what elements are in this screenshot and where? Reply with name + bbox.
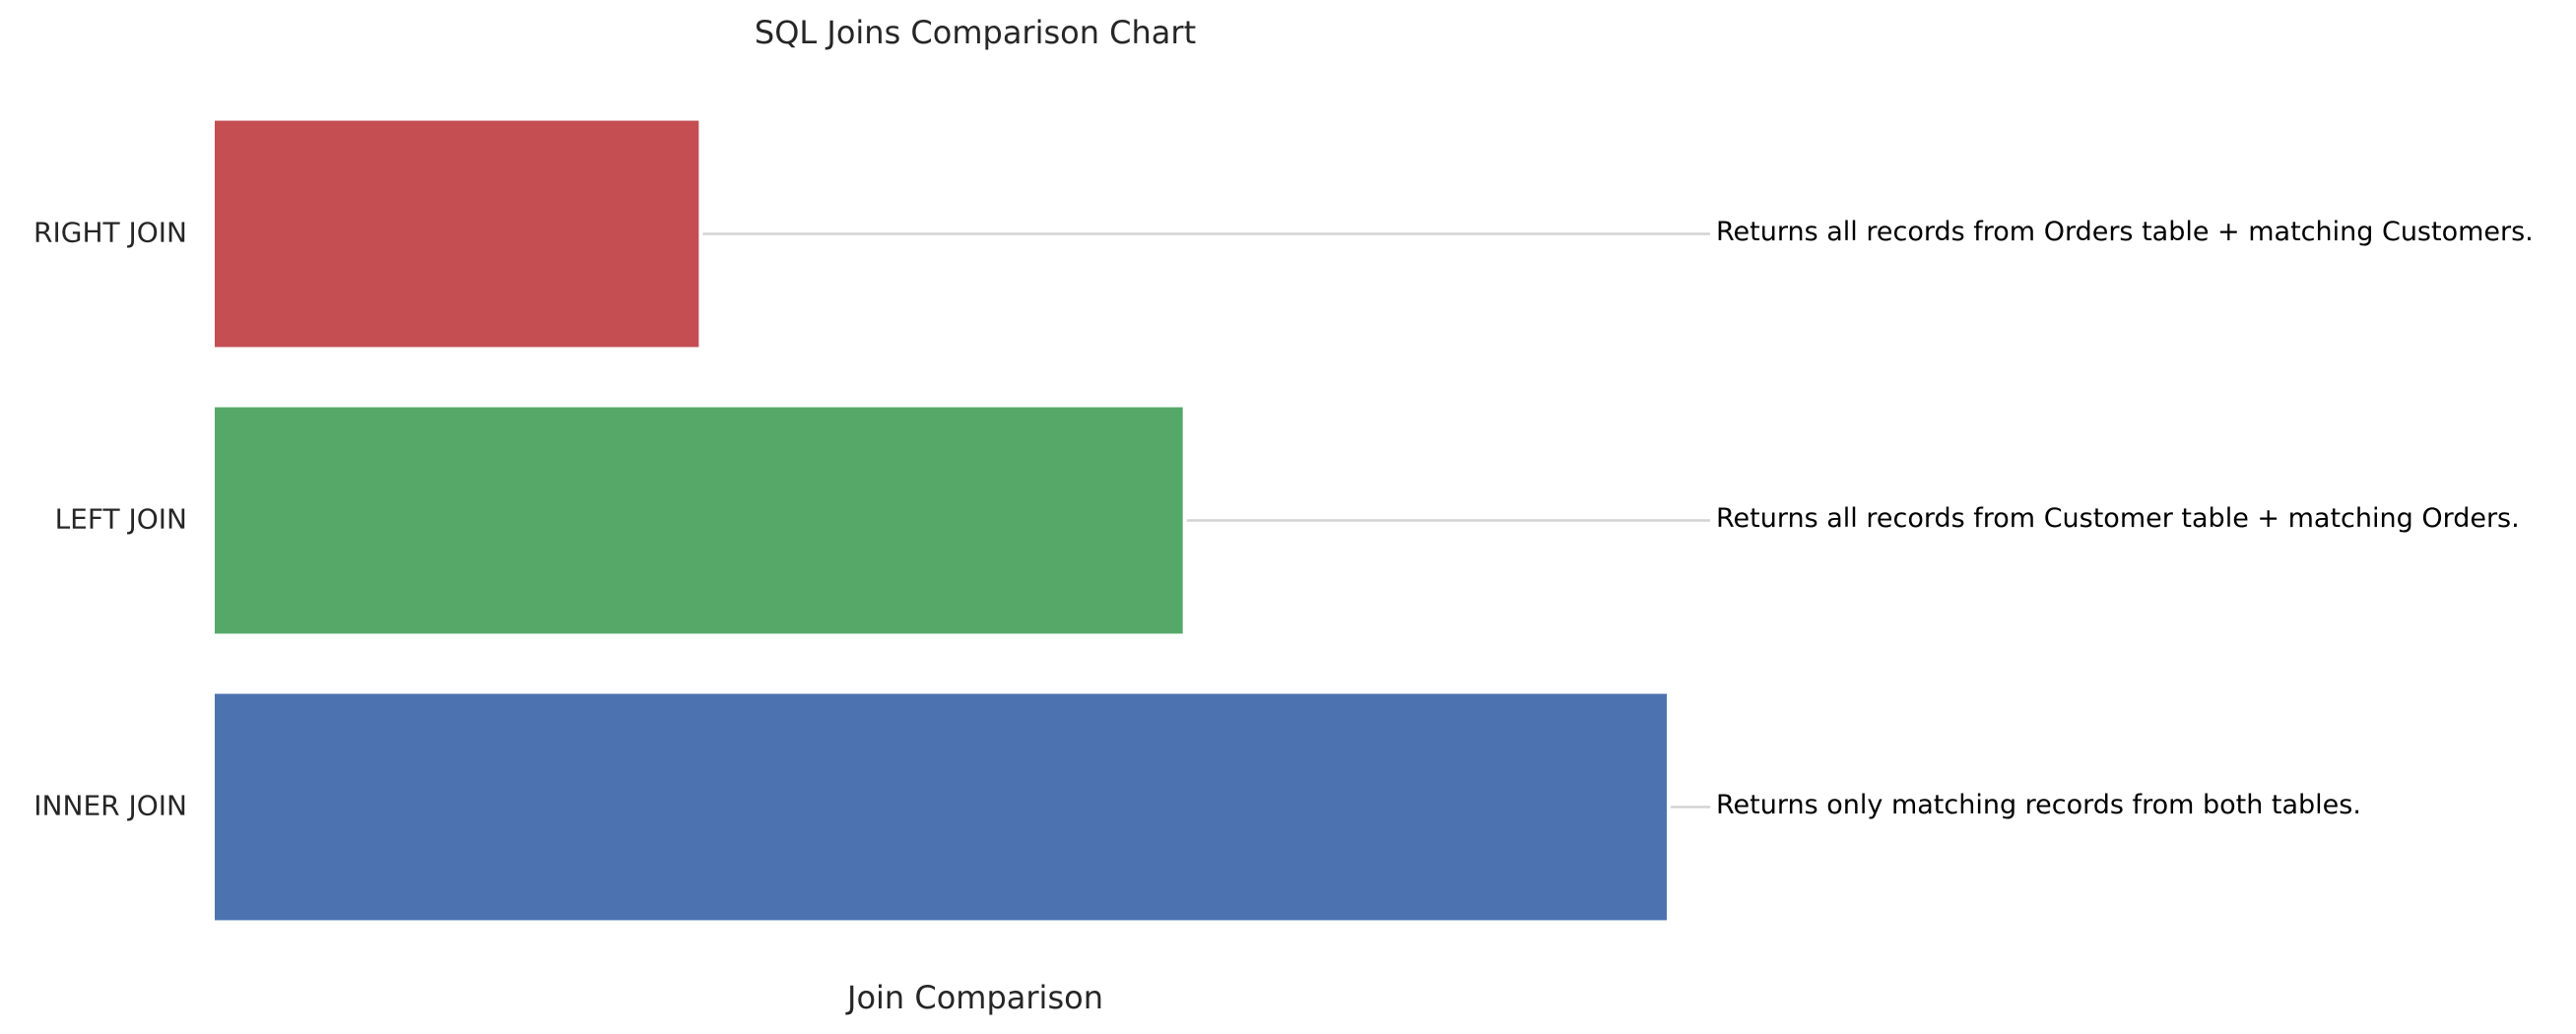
y-tick-label-left-join: LEFT JOIN	[55, 503, 187, 536]
y-tick-labels-layer: INNER JOIN LEFT JOIN RIGHT JOIN	[33, 217, 187, 822]
annotation-right-join: Returns all records from Orders table + …	[1716, 217, 2534, 247]
chart-title: SQL Joins Comparison Chart	[755, 14, 1196, 51]
annotations-layer: Returns only matching records from both …	[1716, 217, 2534, 820]
annotation-inner-join: Returns only matching records from both …	[1716, 790, 2361, 820]
leader-lines-layer	[702, 232, 1710, 808]
y-tick-label-inner-join: INNER JOIN	[33, 790, 187, 822]
annotation-left-join: Returns all records from Customer table …	[1716, 503, 2520, 534]
x-axis-label: Join Comparison	[845, 979, 1103, 1016]
y-tick-label-right-join: RIGHT JOIN	[33, 217, 187, 249]
bar-inner-join	[215, 693, 1667, 921]
bar-right-join	[215, 120, 699, 348]
bars-layer	[215, 120, 1667, 921]
bar-left-join	[215, 407, 1183, 634]
